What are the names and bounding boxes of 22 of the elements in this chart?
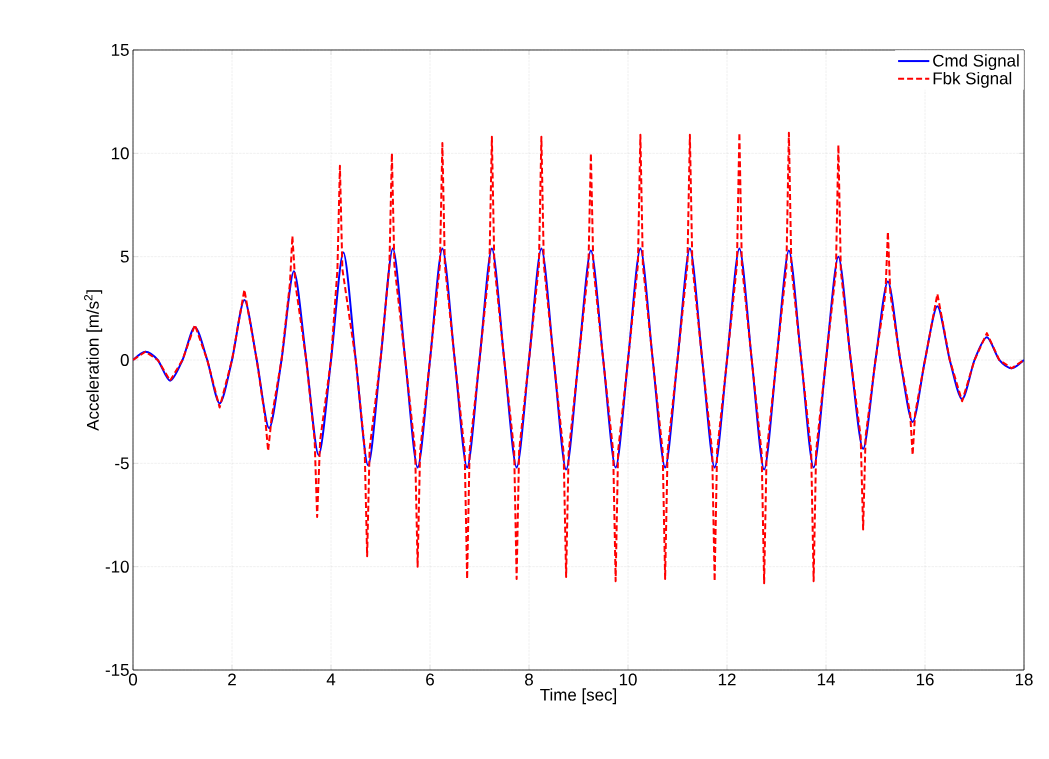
x-tick-label: 0: [128, 673, 138, 686]
legend-label: Cmd Signal: [933, 54, 1019, 70]
x-axis-title: Time [sec]: [540, 688, 617, 705]
y-tick-label: -15: [105, 664, 129, 676]
y-tick-label: -10: [105, 560, 129, 573]
x-tick-label: 10: [619, 673, 637, 686]
x-tick-label: 2: [228, 673, 236, 686]
x-tick-label: 12: [718, 673, 736, 686]
x-tick-label: 18: [1015, 673, 1033, 686]
legend-label: Fbk Signal: [933, 71, 1012, 88]
x-tick-label: 8: [525, 673, 533, 686]
x-tick-label: 16: [916, 673, 934, 686]
y-tick-label: 15: [111, 44, 129, 56]
y-tick-label: 10: [111, 147, 129, 160]
x-tick-label: 4: [326, 673, 336, 686]
x-tick-label: 6: [426, 673, 434, 686]
y-tick-label: -5: [115, 457, 129, 470]
y-tick-label: 5: [120, 250, 129, 263]
x-tick-label: 14: [817, 673, 835, 686]
y-tick-label: 0: [120, 354, 129, 366]
y-axis-title: Acceleration [m/s$^{2}$]: [84, 290, 103, 431]
line-series: [133, 247, 1025, 471]
